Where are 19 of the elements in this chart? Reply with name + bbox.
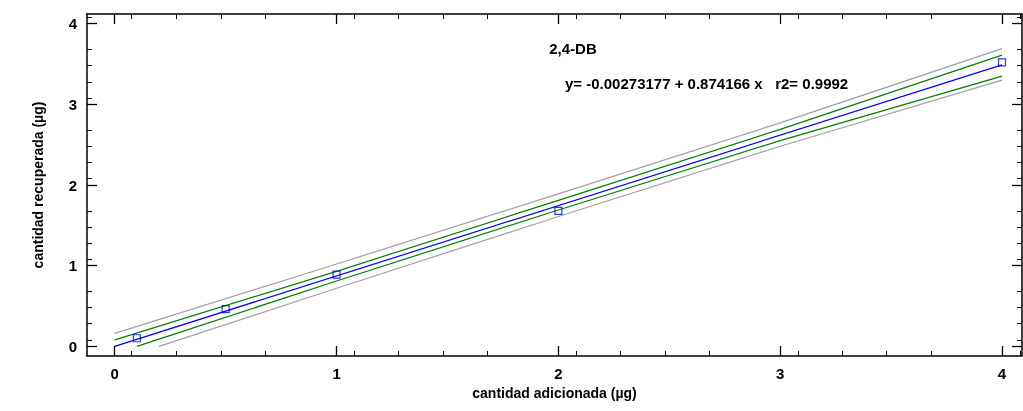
- x-tick-label: 0: [110, 365, 119, 382]
- annotation: y= -0.00273177 + 0.874166 x r2= 0.9992: [565, 75, 849, 92]
- y-tick-label: 3: [68, 95, 77, 113]
- y-tick-label: 0: [68, 337, 77, 355]
- point: [132, 334, 142, 343]
- y-tick-label: 2: [68, 176, 77, 194]
- x-tick-label: 2: [554, 365, 563, 382]
- y-tick-label: 4: [68, 15, 78, 33]
- x-tick-label: 3: [776, 365, 785, 382]
- point: [221, 305, 230, 314]
- x-tick-label: 1: [332, 365, 341, 382]
- point: [997, 58, 1007, 67]
- y-axis-title: cantidad recuperada (µg): [30, 101, 46, 269]
- point: [332, 270, 341, 279]
- x-axis-title: cantidad adicionada (µg): [472, 385, 637, 401]
- y-tick-label: 1: [68, 257, 77, 275]
- text: 2,4-DB: [549, 40, 597, 57]
- point: [554, 206, 563, 215]
- x-tick-label: 4: [997, 365, 1007, 382]
